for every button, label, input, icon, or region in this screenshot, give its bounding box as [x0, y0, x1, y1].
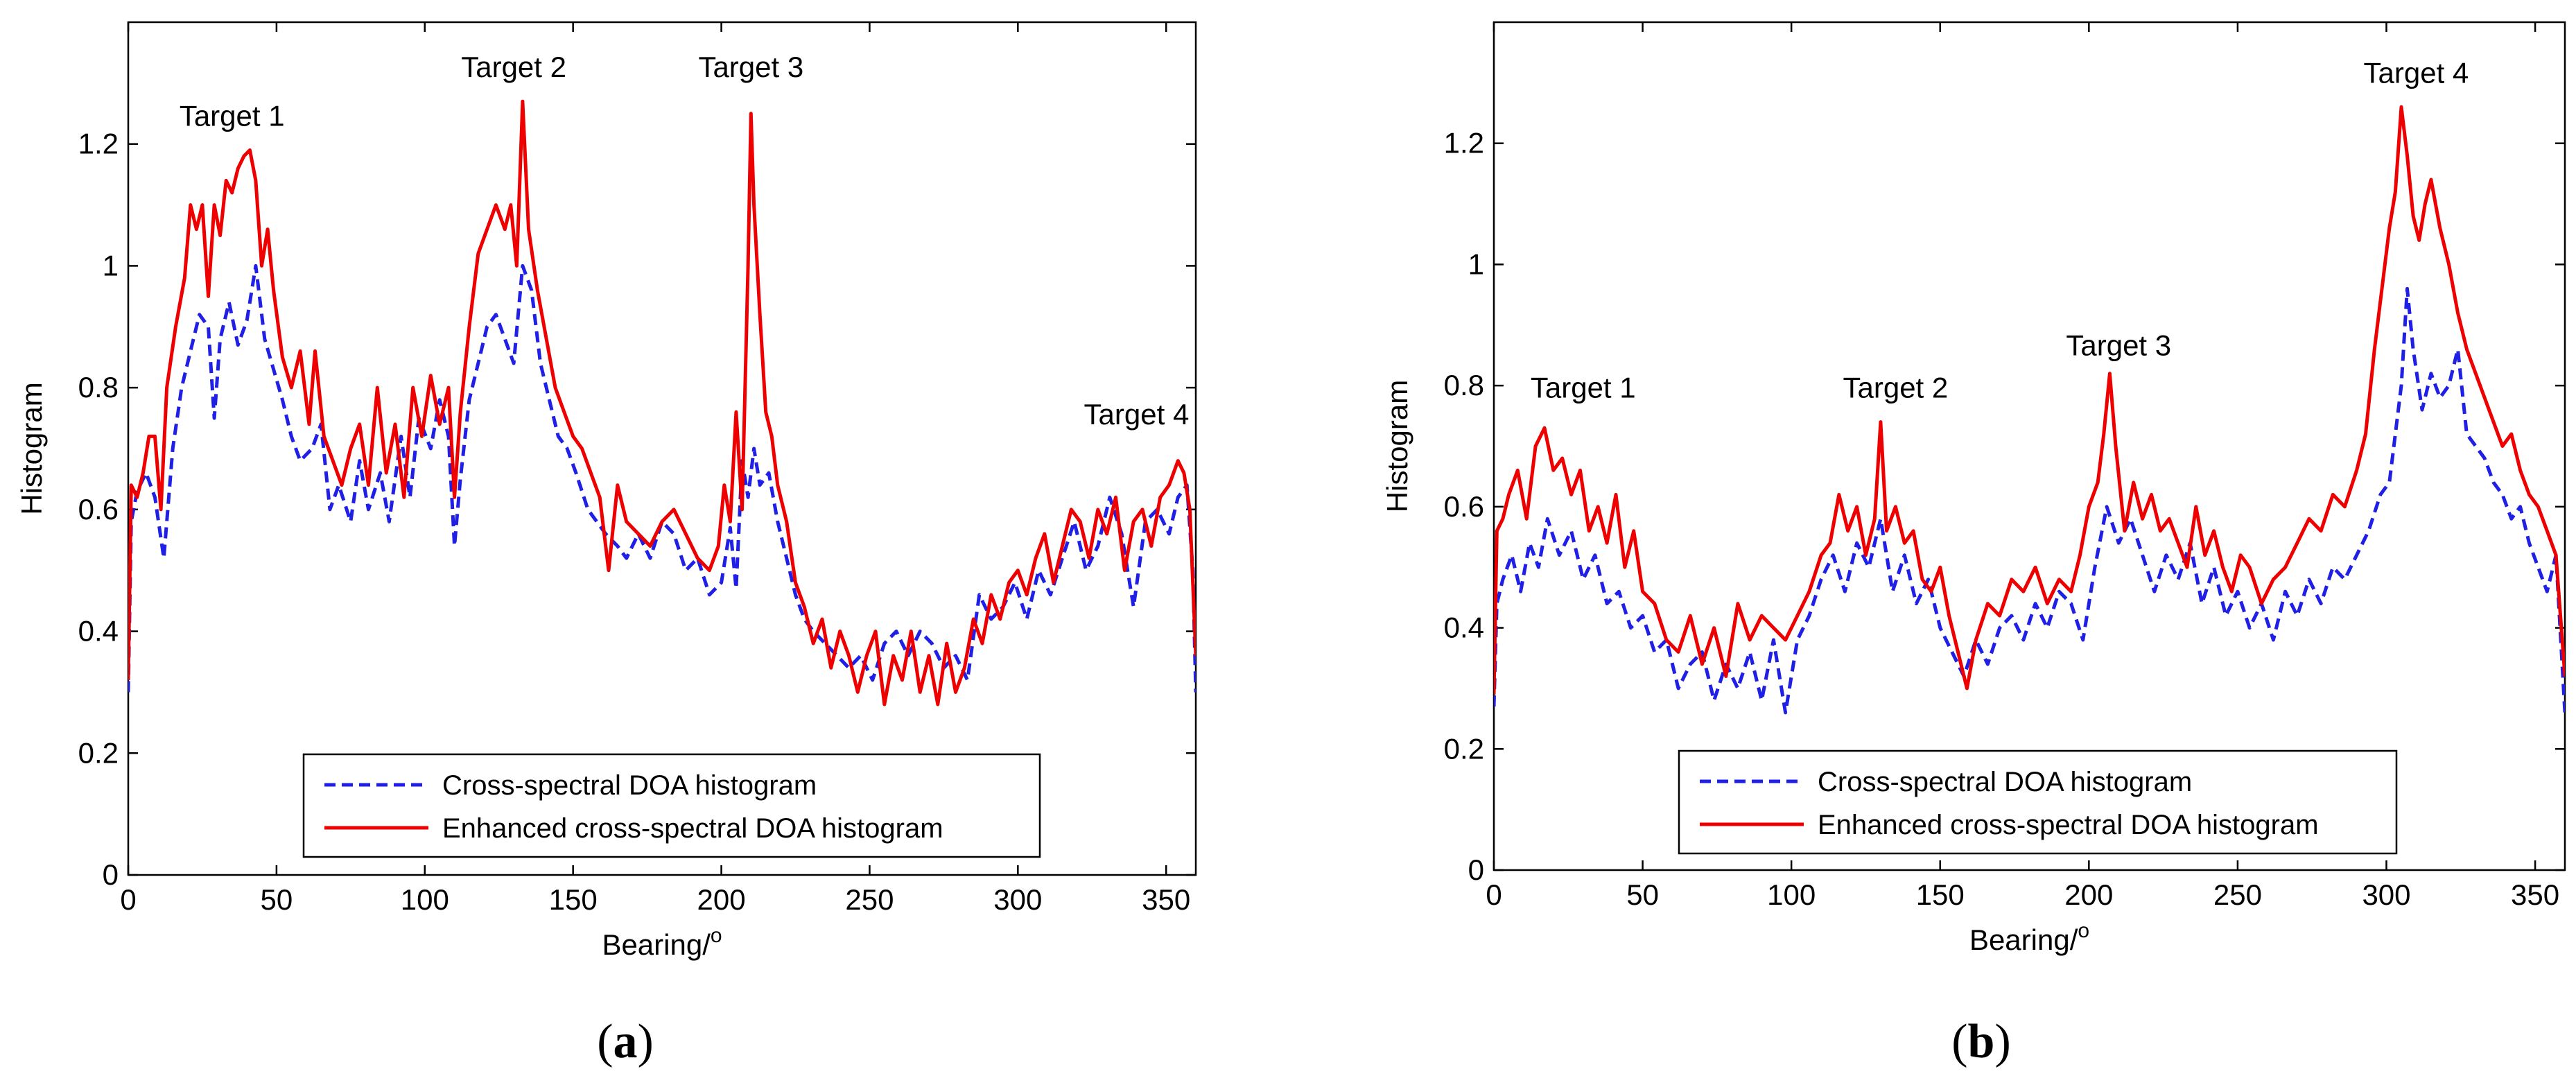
- y-tick-label: 0.4: [1444, 611, 1484, 644]
- series-line-enhanced: [1494, 105, 2565, 695]
- x-tick-label: 150: [1916, 878, 1965, 911]
- y-tick-label: 0.8: [1444, 369, 1484, 401]
- x-tick-label: 150: [549, 883, 598, 916]
- y-tick-label: 1: [1468, 248, 1484, 280]
- panel-label-2: (b): [1951, 1015, 2011, 1068]
- annotation-target-3: Target 3: [2066, 329, 2171, 361]
- x-tick-label: 250: [2213, 878, 2262, 911]
- y-tick-label: 0.4: [78, 615, 119, 648]
- x-tick-label: 300: [2362, 878, 2410, 911]
- chart-panel-2: 0 50 100 150 200 250 300 350 0 0.2 0.4 0.6 0.8 1 1.2 Be…: [1381, 21, 2566, 1068]
- y-tick-label: 0.6: [78, 493, 119, 526]
- x-tick-label: 300: [993, 883, 1042, 916]
- y-tick-label: 0.2: [1444, 732, 1484, 765]
- series-line-enhanced: [128, 99, 1196, 706]
- x-axis-label-superscript: o: [711, 924, 722, 947]
- x-tick-label: 350: [2511, 878, 2559, 911]
- chart-panel-1: 0 50 100 150 200 250 300 350 0 0.2 0.4 0.6 0.8 1 1.2 Be…: [15, 21, 1197, 1068]
- x-tick-label: 0: [120, 883, 136, 916]
- annotation-target-1: Target 1: [1531, 372, 1636, 404]
- x-axis-label-superscript: o: [2078, 919, 2089, 942]
- annotation-target-3: Target 3: [698, 51, 803, 83]
- x-tick-label: 0: [1486, 878, 1502, 911]
- legend-label-enhanced: Enhanced cross-spectral DOA histogram: [1818, 810, 2319, 840]
- x-tick-label: 250: [845, 883, 894, 916]
- annotation-target-2: Target 2: [461, 51, 566, 83]
- panel-label-1: (a): [597, 1015, 654, 1068]
- x-tick-label: 350: [1142, 883, 1190, 916]
- annotation-target-4: Target 4: [2364, 56, 2469, 89]
- annotation-target-4: Target 4: [1084, 398, 1190, 431]
- y-tick-label: 1: [103, 249, 119, 281]
- x-axis-label-text: Bearing/: [1969, 923, 2078, 956]
- annotation-target-2: Target 2: [1843, 372, 1948, 404]
- x-axis-label: Bearing/o: [1969, 919, 2089, 956]
- legend-label-cross-spectral: Cross-spectral DOA histogram: [442, 770, 817, 801]
- x-axis-label-text: Bearing/: [602, 928, 711, 961]
- series-line-cross-spectral: [128, 263, 1196, 693]
- x-axis-label: Bearing/o: [602, 924, 722, 961]
- plot-area: [1492, 21, 2566, 871]
- legend-box: [302, 753, 1041, 858]
- y-tick-label: 0.6: [1444, 490, 1484, 523]
- x-tick-label: 200: [2064, 878, 2113, 911]
- y-tick-label: 1.2: [78, 128, 119, 160]
- x-tick-label: 100: [1767, 878, 1816, 911]
- series-line-cross-spectral: [1494, 286, 2565, 715]
- y-tick-label: 0: [1468, 853, 1484, 886]
- y-axis-label: Histogram: [1381, 380, 1413, 512]
- legend-label-cross-spectral: Cross-spectral DOA histogram: [1818, 767, 2192, 797]
- y-tick-label: 0.2: [78, 736, 119, 769]
- y-tick-label: 1.2: [1444, 127, 1484, 159]
- x-tick-label: 50: [261, 883, 293, 916]
- y-tick-label: 0: [103, 858, 119, 891]
- annotation-target-1: Target 1: [180, 99, 285, 132]
- legend-label-enhanced: Enhanced cross-spectral DOA histogram: [442, 813, 943, 844]
- x-tick-label: 50: [1626, 878, 1659, 911]
- legend-box: [1678, 749, 2398, 855]
- y-axis-label: Histogram: [15, 382, 48, 514]
- plot-area: [127, 21, 1197, 876]
- x-tick-label: 200: [697, 883, 746, 916]
- x-tick-label: 100: [401, 883, 449, 916]
- y-tick-label: 0.8: [78, 371, 119, 404]
